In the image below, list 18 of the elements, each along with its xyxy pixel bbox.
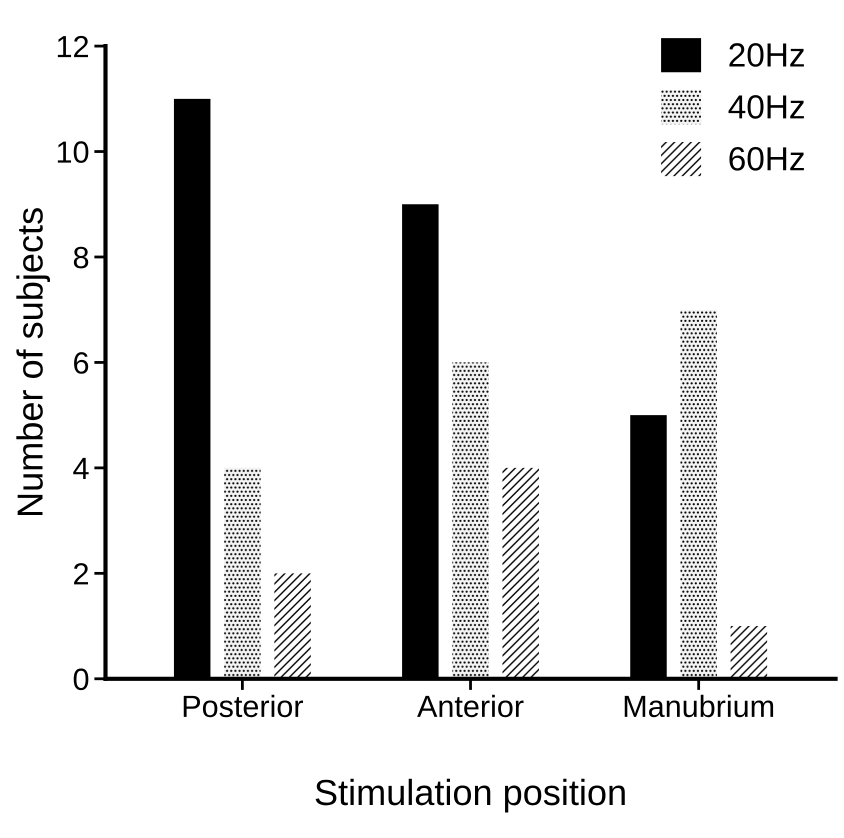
y-tick-label: 8 <box>74 246 88 268</box>
bar <box>274 573 311 679</box>
legend-label: 20Hz <box>729 43 804 67</box>
y-tick-label: 4 <box>73 458 89 479</box>
legend-label: 40Hz <box>728 95 804 119</box>
y-tick-label: 2 <box>74 563 88 584</box>
x-tick-label: Anterior <box>417 694 524 718</box>
y-tick-label: 10 <box>58 141 88 163</box>
y-tick-label: 12 <box>58 36 88 58</box>
x-tick-label: Posterior <box>184 694 304 718</box>
legend-label: 60Hz <box>729 147 804 171</box>
bar <box>730 626 768 679</box>
y-tick-label: 6 <box>74 352 88 374</box>
y-tick-label: 0 <box>74 668 88 690</box>
bar <box>502 468 539 679</box>
x-axis-title: Stimulation position <box>316 778 625 812</box>
x-tick-label: Manubrium <box>624 694 774 718</box>
y-axis-title: Number of subjects <box>16 208 50 516</box>
